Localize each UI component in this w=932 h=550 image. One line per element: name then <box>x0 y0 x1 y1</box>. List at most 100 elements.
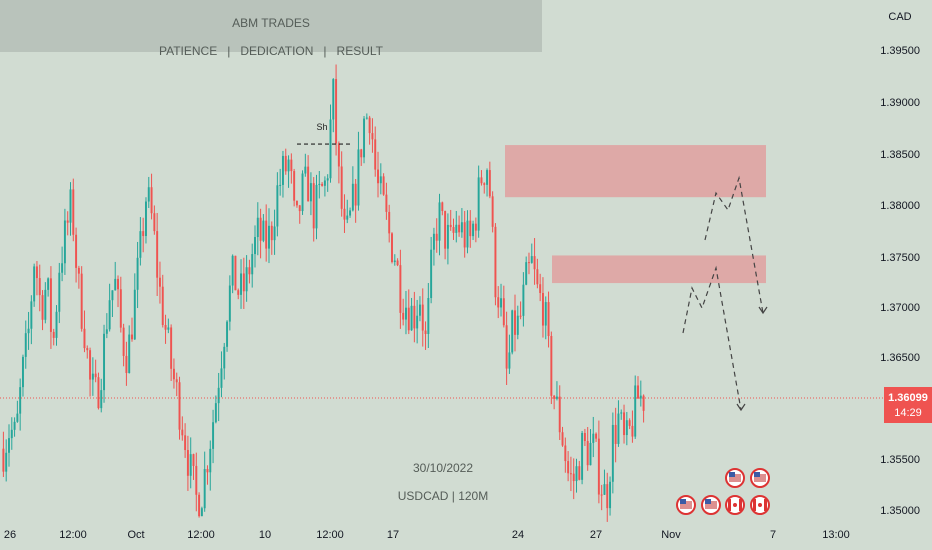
candle-body <box>167 327 170 330</box>
candle-body <box>343 208 346 220</box>
candle-body <box>452 227 455 233</box>
candle-body <box>326 178 329 181</box>
candle-body <box>522 284 525 316</box>
candle-body <box>131 334 133 340</box>
x-tick-label: Nov <box>661 529 681 541</box>
candle-body <box>550 336 553 396</box>
candle-body <box>500 298 503 308</box>
y-tick-label: 1.35000 <box>880 505 920 517</box>
candle-body <box>351 183 354 211</box>
candle-body <box>631 425 634 437</box>
candle-body <box>642 395 645 411</box>
candle-body <box>61 263 64 273</box>
candle-body <box>435 233 438 241</box>
candle-body <box>223 346 226 369</box>
y-tick-label: 1.38500 <box>880 149 920 161</box>
candle-body <box>413 305 416 329</box>
candle-body <box>27 328 30 334</box>
candle-body <box>597 438 600 495</box>
candle-body <box>125 355 128 373</box>
candle-body <box>24 333 27 357</box>
candle-body <box>533 256 536 270</box>
candle-body <box>273 226 276 241</box>
candle-body <box>103 333 106 391</box>
us-flag-icon <box>676 495 696 515</box>
candle-body <box>444 211 447 249</box>
candle-body <box>206 469 209 473</box>
candle-body <box>541 293 544 326</box>
candle-body <box>293 171 296 201</box>
candle-body <box>97 377 100 409</box>
annotations: 1.36099 14:29 Sh <box>0 122 932 423</box>
x-tick-label: 27 <box>590 529 602 541</box>
candle-body <box>399 265 402 313</box>
candle-body <box>469 220 472 237</box>
supply-zone <box>552 255 766 284</box>
candle-body <box>119 289 122 328</box>
candle-body <box>108 300 111 330</box>
candle-body <box>614 424 617 444</box>
swing-high-label: Sh <box>316 122 327 132</box>
candle-body <box>5 452 8 472</box>
candle-body <box>393 260 396 263</box>
candle-body <box>315 184 318 229</box>
candle-body <box>175 379 178 383</box>
candle-body <box>625 420 628 436</box>
candle-body <box>265 220 268 249</box>
candle-body <box>555 396 558 399</box>
candles <box>2 64 645 522</box>
countdown-label: 14:29 <box>894 407 922 419</box>
candle-body <box>544 302 547 326</box>
candle-body <box>181 429 184 436</box>
candle-body <box>150 187 153 214</box>
candle-body <box>214 403 217 423</box>
candle-body <box>349 210 352 216</box>
candle-body <box>396 260 399 266</box>
candle-body <box>421 304 424 331</box>
candle-body <box>637 385 639 399</box>
currency-label: CAD <box>888 11 911 23</box>
candle-body <box>212 422 215 449</box>
candle-body <box>220 368 223 388</box>
candle-body <box>385 194 388 212</box>
candle-body <box>72 189 75 235</box>
candle-body <box>164 325 167 330</box>
candle-body <box>178 382 181 430</box>
candle-body <box>586 441 589 466</box>
candle-body <box>572 473 575 482</box>
candle-body <box>262 220 265 241</box>
candle-body <box>290 159 293 172</box>
candle-body <box>240 273 243 295</box>
candle-body <box>77 267 80 274</box>
candle-body <box>186 450 189 476</box>
candle-body <box>237 290 240 295</box>
candle-body <box>279 184 282 186</box>
candle-body <box>147 187 150 202</box>
candle-body <box>446 224 449 249</box>
candle-body <box>284 155 287 172</box>
ca-flag-icon <box>750 495 770 515</box>
candle-body <box>561 432 564 446</box>
candle-body <box>195 465 198 495</box>
candle-body <box>609 481 612 509</box>
price-axis: 1.39500 1.39000 1.38500 1.38000 1.37500 1.370… <box>880 11 920 517</box>
x-tick-label: 12:00 <box>59 529 87 541</box>
candle-body <box>170 327 173 369</box>
candle-body <box>547 302 550 337</box>
candle-body <box>8 438 10 453</box>
candle-body <box>312 183 315 229</box>
candle-body <box>628 420 631 426</box>
candle-body <box>558 396 561 433</box>
candle-body <box>139 231 142 258</box>
candle-body <box>158 277 161 287</box>
candle-body <box>200 508 203 517</box>
candle-body <box>172 368 175 380</box>
candle-body <box>245 267 248 292</box>
candle-body <box>354 183 357 206</box>
candle-body <box>438 202 441 241</box>
candle-body <box>304 166 307 174</box>
arrow-head-1 <box>736 403 746 412</box>
candle-body <box>153 213 156 232</box>
